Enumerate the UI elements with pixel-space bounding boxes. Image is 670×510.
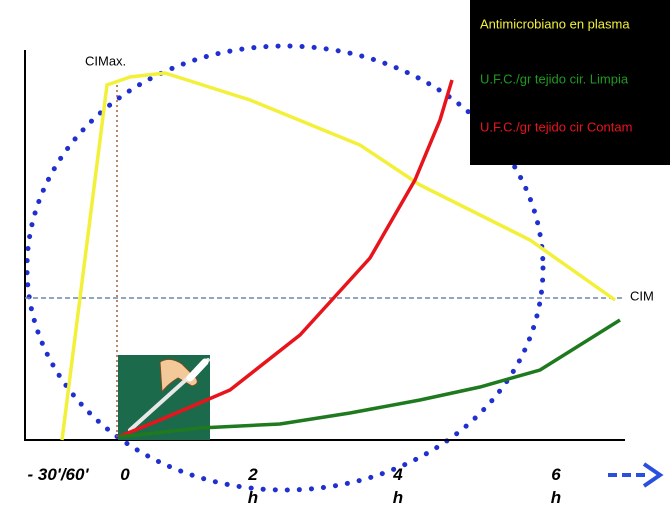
time-arrow (608, 464, 660, 486)
x-label: 2 (247, 465, 258, 484)
legend-item: U.F.C./gr tejido cir. Limpia (480, 71, 629, 86)
threshold-label: CIM (630, 288, 654, 303)
x-label: 6 (551, 465, 561, 484)
peak-label: CIMax. (85, 53, 126, 68)
x-unit: h (551, 488, 561, 507)
x-label: 4 (392, 465, 403, 484)
legend-item: Antimicrobiano en plasma (480, 16, 630, 31)
x-unit: h (393, 488, 403, 507)
diagram: Antimicrobiano en plasma U.F.C./gr tejid… (0, 0, 670, 510)
x-unit: h (248, 488, 258, 507)
x-label: 0 (120, 465, 130, 484)
x-label: - 30'/60' (27, 465, 89, 484)
legend-item: U.F.C./gr tejido cir Contam (480, 119, 632, 134)
page: {"legend": ["Antimicrobiano en plasma", … (0, 0, 670, 510)
